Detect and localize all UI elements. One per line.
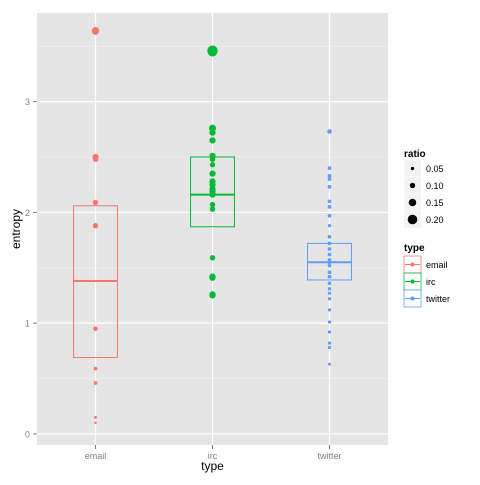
legend-type-label: email xyxy=(426,260,448,270)
legend-type-label: twitter xyxy=(426,294,450,304)
irc-point xyxy=(208,124,217,132)
legend-ratio-symbol xyxy=(409,182,416,189)
y-tick-label: 0 xyxy=(25,429,30,439)
irc-point xyxy=(209,274,216,281)
y-tick-label: 3 xyxy=(25,97,30,107)
legend-ratio-title: ratio xyxy=(404,149,426,160)
twitter-point xyxy=(327,270,332,275)
twitter-point xyxy=(327,297,332,301)
twitter-point xyxy=(327,166,332,170)
legend: ratio type 0.05 0.10 0.15 0.20 email irc twitt… xyxy=(403,149,450,308)
twitter-point xyxy=(327,274,332,279)
irc-point xyxy=(209,206,216,212)
email-point xyxy=(93,366,98,371)
twitter-point xyxy=(327,281,332,286)
legend-ratio-label: 0.05 xyxy=(426,164,444,174)
legend-type-label: irc xyxy=(426,277,436,287)
twitter-point xyxy=(327,129,332,134)
twitter-point xyxy=(327,199,332,204)
twitter-point xyxy=(327,287,332,291)
y-tick-label: 1 xyxy=(25,319,30,329)
twitter-point xyxy=(327,345,332,350)
legend-ratio-label: 0.20 xyxy=(426,215,444,225)
y-axis-title: entropy xyxy=(9,209,23,249)
email-point xyxy=(92,28,99,35)
twitter-point xyxy=(327,341,332,345)
x-tick-label: irc xyxy=(208,451,218,461)
twitter-point xyxy=(327,241,332,246)
twitter-point xyxy=(327,252,332,257)
email-point xyxy=(94,415,97,419)
twitter-point xyxy=(328,362,331,366)
twitter-point xyxy=(327,320,332,324)
legend-type-title: type xyxy=(404,243,425,254)
legend-ratio-label: 0.10 xyxy=(426,181,444,191)
irc-point xyxy=(209,191,216,198)
irc-point xyxy=(207,46,218,57)
y-tick-label: 2 xyxy=(25,208,30,218)
legend-type-point xyxy=(410,296,415,301)
twitter-point xyxy=(327,234,332,239)
twitter-point xyxy=(327,263,332,268)
twitter-point xyxy=(327,204,332,209)
twitter-point xyxy=(327,330,332,334)
twitter-point xyxy=(327,173,332,178)
twitter-point xyxy=(327,308,332,312)
legend-type-point xyxy=(410,279,415,284)
irc-point xyxy=(209,129,216,136)
irc-point xyxy=(209,137,216,144)
irc-point xyxy=(209,181,216,188)
irc-point xyxy=(209,292,216,299)
axes: type entropy 0 1 2 3 email irc twitter xyxy=(9,97,342,473)
twitter-point xyxy=(327,177,332,182)
twitter-point xyxy=(327,260,332,265)
irc-point xyxy=(209,156,216,162)
irc-point xyxy=(209,170,216,177)
email-point xyxy=(92,222,99,229)
points xyxy=(91,26,332,425)
email-point xyxy=(93,326,98,331)
irc-point xyxy=(209,255,216,261)
email-point xyxy=(92,156,99,162)
x-tick-label: twitter xyxy=(317,451,341,461)
legend-type-point xyxy=(410,262,415,267)
irc-point xyxy=(209,201,216,208)
x-tick-label: email xyxy=(85,451,107,461)
legend-ratio-label: 0.15 xyxy=(426,198,444,208)
email-point xyxy=(93,381,98,385)
twitter-point xyxy=(327,291,332,295)
email-point xyxy=(92,199,99,206)
x-axis-title: type xyxy=(201,459,224,473)
email-point xyxy=(94,421,97,425)
twitter-point xyxy=(327,247,332,251)
legend-ratio-symbol xyxy=(410,166,415,171)
twitter-point xyxy=(327,185,332,189)
legend-ratio-symbol xyxy=(407,214,418,225)
twitter-point xyxy=(327,224,332,228)
twitter-point xyxy=(327,213,332,218)
legend-ratio-symbol xyxy=(408,198,417,207)
irc-point xyxy=(209,162,216,168)
